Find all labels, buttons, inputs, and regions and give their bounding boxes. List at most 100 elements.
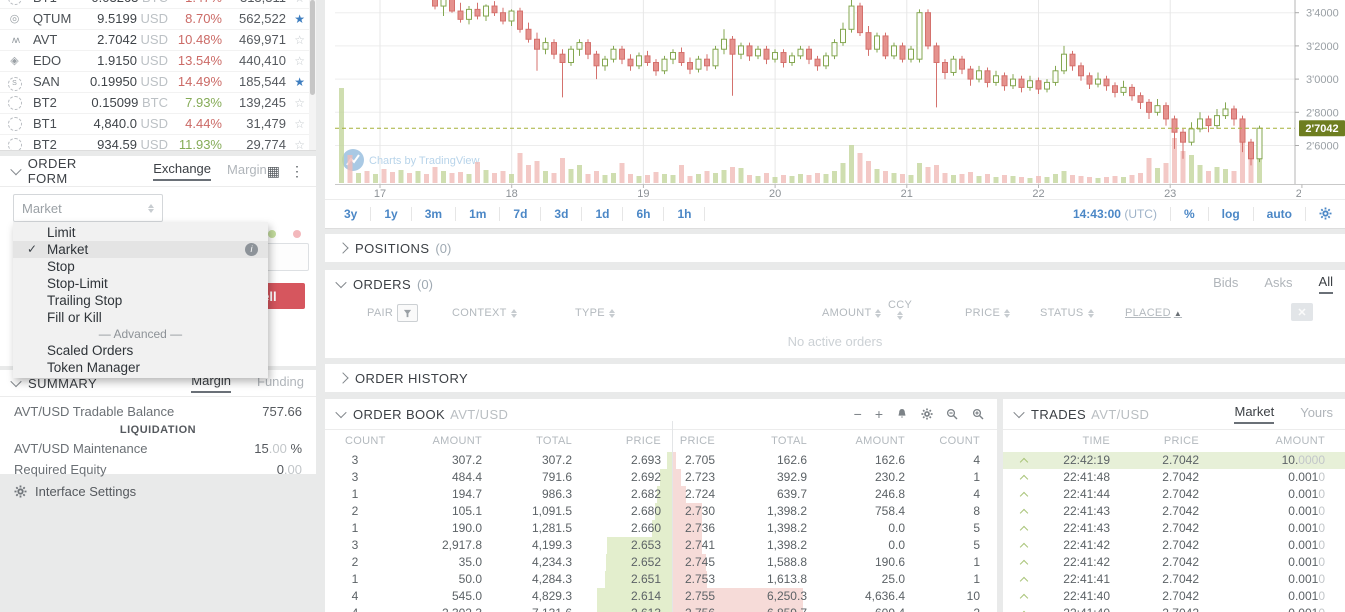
info-icon[interactable]: i <box>245 243 258 256</box>
order-book-row[interactable]: 3 2,917.8 4,199.3 2.653 2.741 1,398.2 0.0 5 <box>325 537 997 554</box>
timeframe-1d[interactable]: 1d <box>582 207 624 221</box>
collapse-chevron-icon[interactable] <box>1013 406 1025 419</box>
interface-settings-button[interactable]: Interface Settings <box>14 484 136 499</box>
col-amount[interactable]: AMOUNT <box>822 307 882 319</box>
pair-filter-icon[interactable] <box>397 304 418 322</box>
timeframe-6h[interactable]: 6h <box>623 207 665 221</box>
ticker-row[interactable]: ◈ EDO 1.9150 USD 13.54% 440,410 ☆ <box>0 51 316 72</box>
timeframe-7d[interactable]: 7d <box>500 207 542 221</box>
ticker-row[interactable]: ◎ QTUM 9.5199 USD 8.70% 562,522 ★ <box>0 9 316 30</box>
tab-summary-funding[interactable]: Funding <box>257 374 304 389</box>
favorite-star-icon[interactable]: ☆ <box>294 117 305 131</box>
favorite-star-icon[interactable]: ☆ <box>294 138 305 151</box>
order-book-row[interactable]: 1 50.0 4,284.3 2.651 2.753 1,613.8 25.0 1 <box>325 571 997 588</box>
trade-row[interactable]: 22:42:19 2.7042 10.0000 <box>1003 452 1345 469</box>
orders-tab-all[interactable]: All <box>1318 274 1333 294</box>
order-book-row[interactable]: 1 194.7 986.3 2.682 2.724 639.7 246.8 4 <box>325 486 997 503</box>
order-book-row[interactable]: 3 307.2 307.2 2.693 2.705 162.6 162.6 4 <box>325 452 997 469</box>
percent-scale-button[interactable]: % <box>1171 207 1209 221</box>
order-book-row[interactable]: 4 2,302.37,131.62.613 2.756 6,859.7 609.4 2 <box>325 605 997 612</box>
timeframe-3m[interactable]: 3m <box>412 207 457 221</box>
col-placed[interactable]: PLACED ▲ <box>1125 307 1183 319</box>
zoom-out-icon[interactable] <box>946 408 959 421</box>
kebab-menu-icon[interactable]: ⋮ <box>290 162 304 179</box>
dropdown-item-fill-or-kill[interactable]: Fill or Kill <box>47 310 102 325</box>
chart-settings-gear-icon[interactable] <box>1306 205 1345 223</box>
col-pair[interactable]: PAIR <box>367 307 394 319</box>
favorite-star-icon[interactable]: ★ <box>294 12 305 26</box>
dropdown-item-token-manager[interactable]: Token Manager <box>47 360 141 375</box>
expand-chevron-icon[interactable] <box>337 372 349 384</box>
trade-row[interactable]: 22:41:43 2.7042 0.0010 <box>1003 503 1345 520</box>
ticker-row[interactable]: BT1 4,840.0 USD 4.44% 31,479 ☆ <box>0 114 316 135</box>
timeframe-3y[interactable]: 3y <box>331 207 372 221</box>
order-type-select[interactable]: Market <box>13 194 163 222</box>
timeframe-1y[interactable]: 1y <box>371 207 412 221</box>
orders-tab-asks[interactable]: Asks <box>1264 275 1293 290</box>
col-type[interactable]: TYPE <box>575 307 615 319</box>
alert-bell-icon[interactable] <box>896 408 908 420</box>
dropdown-item-market[interactable]: ✓ Market i <box>13 241 268 258</box>
zoom-in-icon[interactable] <box>972 408 985 421</box>
ticker-row[interactable]: BT2 0.15099 BTC 7.93% 139,245 ☆ <box>0 93 316 114</box>
clear-filter-button[interactable]: ✕ <box>1291 303 1313 321</box>
ticker-row[interactable]: BT1 0.03263 BTC 1.47% 313,311 ☆ <box>0 0 316 9</box>
order-book-row[interactable]: 2 105.1 1,091.5 2.680 2.730 1,398.2 758.4 8 <box>325 503 997 520</box>
trades-tab-market[interactable]: Market <box>1234 404 1275 424</box>
trade-row[interactable]: 22:41:43 2.7042 0.0010 <box>1003 520 1345 537</box>
order-book-row[interactable]: 3 484.4 791.6 2.692 2.723 392.9 230.2 1 <box>325 469 997 486</box>
dropdown-item-stop-limit[interactable]: Stop-Limit <box>47 276 108 291</box>
candle-body <box>950 58 957 73</box>
trades-tab-yours[interactable]: Yours <box>1300 405 1333 420</box>
dropdown-item-trailing-stop[interactable]: Trailing Stop <box>47 293 123 308</box>
favorite-star-icon[interactable]: ★ <box>294 75 305 89</box>
trade-row[interactable]: 22:41:48 2.7042 0.0010 <box>1003 469 1345 486</box>
collapse-chevron-icon[interactable] <box>10 164 22 176</box>
collapse-chevron-icon[interactable] <box>335 406 347 419</box>
trade-row[interactable]: 22:41:40 2.7042 0.0010 <box>1003 605 1345 612</box>
ticker-row[interactable]: BT2 934.59 USD 11.93% 29,774 ☆ <box>0 135 316 151</box>
increase-precision-icon[interactable]: + <box>874 406 883 422</box>
tab-exchange[interactable]: Exchange <box>153 161 212 181</box>
calculator-icon[interactable]: ▦ <box>266 162 280 179</box>
auto-scale-button[interactable]: auto <box>1254 207 1306 221</box>
book-settings-gear-icon[interactable] <box>921 408 933 420</box>
favorite-star-icon[interactable]: ☆ <box>294 0 305 8</box>
volume-bar <box>1163 163 1169 183</box>
ticker-scrollbar-thumb[interactable] <box>310 0 315 95</box>
favorite-star-icon[interactable]: ☆ <box>294 54 305 68</box>
col-ccy[interactable]: CCY <box>888 300 912 320</box>
timeframe-1h[interactable]: 1h <box>664 207 706 221</box>
dropdown-item-stop[interactable]: Stop <box>47 259 75 274</box>
positions-bar[interactable]: POSITIONS (0) <box>325 234 1345 262</box>
order-book-row[interactable]: 1 190.0 1,281.5 2.660 2.736 1,398.2 0.0 5 <box>325 520 997 537</box>
chart-clock[interactable]: 14:43:00 (UTC) <box>1060 207 1171 221</box>
trade-row[interactable]: 22:41:42 2.7042 0.0010 <box>1003 537 1345 554</box>
collapse-chevron-icon[interactable] <box>335 276 347 289</box>
trade-row[interactable]: 22:41:40 2.7042 0.0010 <box>1003 588 1345 605</box>
expand-chevron-icon[interactable] <box>337 242 349 254</box>
candlestick-chart[interactable]: Charts by TradingView 3'4000 3'2000 3'0000 2… <box>325 0 1345 199</box>
timeframe-1m[interactable]: 1m <box>456 207 501 221</box>
favorite-star-icon[interactable]: ☆ <box>294 33 305 47</box>
decrease-precision-icon[interactable]: − <box>853 406 862 422</box>
ticker-row[interactable]: S SAN 0.19950 USD 14.49% 185,544 ★ <box>0 72 316 93</box>
trade-row[interactable]: 22:41:42 2.7042 0.0010 <box>1003 554 1345 571</box>
order-history-bar[interactable]: ORDER HISTORY <box>325 364 1345 392</box>
order-book-row[interactable]: 2 35.0 4,234.3 2.652 2.745 1,588.8 190.6 1 <box>325 554 997 571</box>
col-status[interactable]: STATUS <box>1040 307 1094 319</box>
order-book-row[interactable]: 4 545.0 4,829.3 2.614 2.755 6,250.3 4,636.4 10 <box>325 588 997 605</box>
trade-row[interactable]: 22:41:44 2.7042 0.0010 <box>1003 486 1345 503</box>
favorite-star-icon[interactable]: ☆ <box>294 96 305 110</box>
tab-margin[interactable]: Margin <box>227 162 267 177</box>
dropdown-item-limit[interactable]: Limit <box>47 225 76 240</box>
ticker-scrollbar[interactable] <box>309 0 316 150</box>
col-price[interactable]: PRICE <box>965 307 1011 319</box>
orders-tab-bids[interactable]: Bids <box>1213 275 1239 290</box>
log-scale-button[interactable]: log <box>1209 207 1254 221</box>
dropdown-item-scaled-orders[interactable]: Scaled Orders <box>47 343 134 358</box>
ticker-row[interactable]: ∧∧ AVT 2.7042 USD 10.48% 469,971 ☆ <box>0 30 316 51</box>
col-context[interactable]: CONTEXT <box>452 307 517 319</box>
trade-row[interactable]: 22:41:41 2.7042 0.0010 <box>1003 571 1345 588</box>
timeframe-3d[interactable]: 3d <box>541 207 583 221</box>
